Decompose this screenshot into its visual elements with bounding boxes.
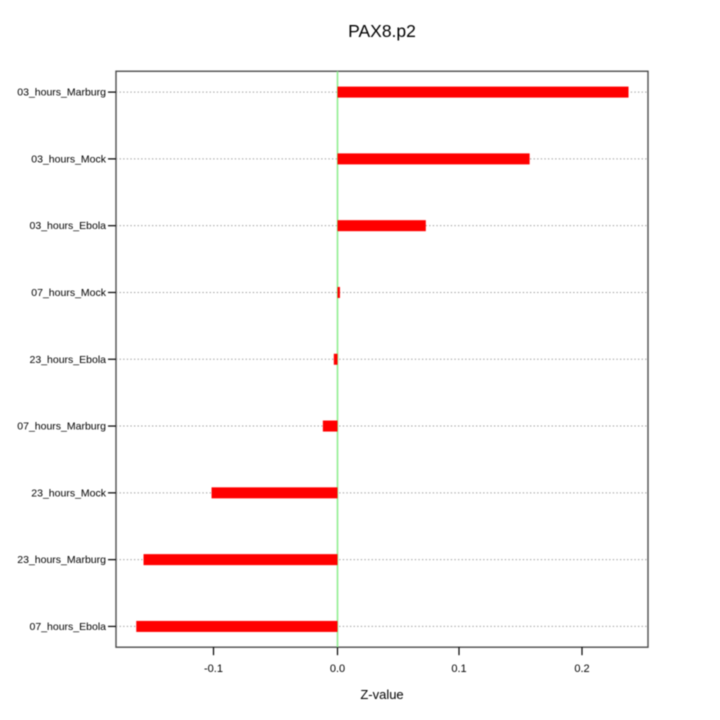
svg-text:0.2: 0.2 bbox=[574, 663, 589, 675]
svg-text:07_hours_Mock: 07_hours_Mock bbox=[31, 287, 106, 299]
svg-text:23_hours_Marburg: 23_hours_Marburg bbox=[17, 554, 106, 566]
svg-text:0.1: 0.1 bbox=[451, 663, 466, 675]
svg-text:23_hours_Ebola: 23_hours_Ebola bbox=[30, 354, 107, 366]
svg-text:07_hours_Marburg: 07_hours_Marburg bbox=[17, 421, 106, 433]
svg-text:PAX8.p2: PAX8.p2 bbox=[348, 21, 416, 41]
svg-text:0.0: 0.0 bbox=[330, 663, 345, 675]
svg-text:03_hours_Marburg: 03_hours_Marburg bbox=[17, 87, 106, 99]
svg-text:Z-value: Z-value bbox=[360, 687, 403, 702]
svg-text:23_hours_Mock: 23_hours_Mock bbox=[31, 487, 106, 499]
svg-text:03_hours_Mock: 03_hours_Mock bbox=[31, 153, 106, 165]
svg-text:-0.1: -0.1 bbox=[204, 663, 223, 675]
svg-text:03_hours_Ebola: 03_hours_Ebola bbox=[30, 220, 107, 232]
svg-text:07_hours_Ebola: 07_hours_Ebola bbox=[30, 621, 107, 633]
